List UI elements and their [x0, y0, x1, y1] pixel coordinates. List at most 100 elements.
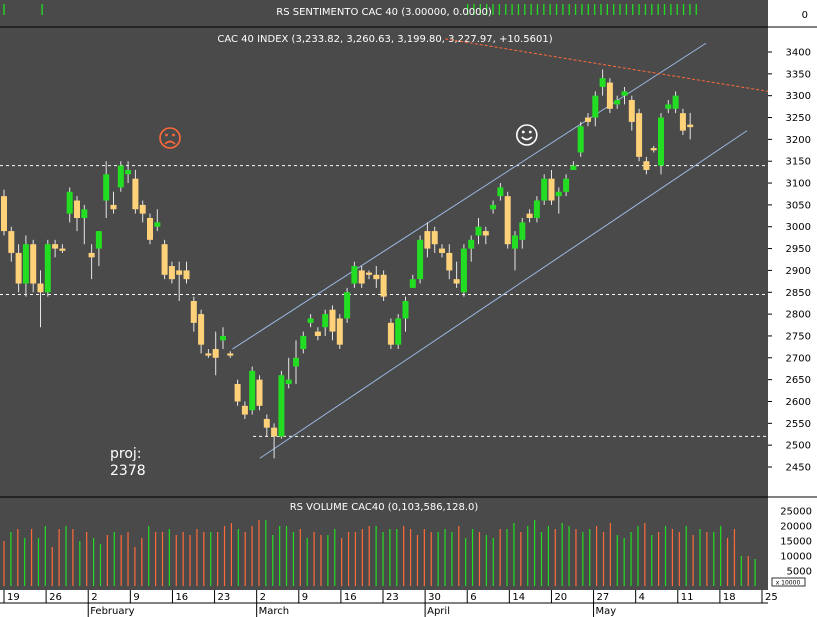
- candle: [168, 261, 175, 284]
- volume-scale-box: [771, 577, 806, 587]
- candle: [490, 200, 497, 214]
- candle-body: [628, 100, 635, 122]
- candle-body: [541, 178, 548, 201]
- price-tick-label: 2700: [786, 353, 811, 364]
- candle-body: [533, 200, 540, 218]
- x-tick-label: 2: [260, 592, 266, 603]
- proj-label: proj:: [110, 446, 142, 462]
- candle: [314, 327, 321, 341]
- candle: [665, 100, 672, 114]
- candle: [132, 169, 139, 214]
- candle: [81, 204, 88, 245]
- candle-body: [74, 200, 80, 218]
- candle-body: [44, 244, 51, 293]
- candle-body: [263, 418, 270, 428]
- volume-panel: RS VOLUME CAC40 (0,103,586,128.0) 5000 10…: [3, 502, 812, 587]
- volume-tick-label: 15000: [780, 537, 812, 548]
- candle-body: [154, 222, 161, 227]
- candle: [95, 231, 102, 267]
- candle-body: [468, 239, 475, 249]
- candle: [66, 187, 73, 223]
- price-tick-label: 2900: [786, 266, 811, 277]
- month-label: April: [427, 606, 450, 617]
- candle-body: [636, 113, 643, 157]
- candle: [329, 305, 336, 341]
- candle-body: [358, 270, 365, 284]
- x-tick-label: 23: [218, 592, 231, 603]
- candle: [1, 189, 7, 236]
- candle: [30, 239, 37, 293]
- candle: [249, 366, 256, 415]
- candle-body: [490, 204, 497, 210]
- candle-body: [220, 335, 226, 341]
- candle: [395, 314, 402, 350]
- candle-body: [687, 124, 694, 128]
- candle: [424, 222, 431, 258]
- candle: [234, 379, 241, 406]
- candle: [198, 309, 205, 354]
- candle-body: [205, 353, 212, 356]
- candle: [344, 287, 351, 323]
- candle-body: [95, 231, 102, 249]
- candle-body: [110, 204, 117, 210]
- candle-body: [256, 379, 263, 406]
- x-tick-label: 19: [7, 592, 20, 603]
- candle-body: [322, 314, 329, 328]
- x-tick-label: 23: [386, 592, 399, 603]
- candle-body: [161, 244, 168, 275]
- candle-body: [183, 270, 190, 280]
- month-label: May: [596, 606, 617, 617]
- x-tick-label: 9: [302, 592, 308, 603]
- candle: [636, 108, 643, 162]
- candle-body: [614, 100, 621, 105]
- candle-body: [66, 191, 73, 214]
- candle: [52, 239, 59, 258]
- candle: [475, 218, 482, 245]
- x-tick-label: 2: [91, 592, 97, 603]
- candle-body: [249, 370, 256, 411]
- candle-body: [227, 353, 234, 356]
- x-tick-label: 18: [723, 592, 736, 603]
- candle-body: [132, 178, 139, 210]
- candle: [431, 226, 438, 253]
- candle-body: [168, 266, 175, 280]
- candle: [227, 351, 234, 358]
- price-tick-label: 3400: [786, 48, 811, 59]
- x-tick-label: 20: [554, 592, 567, 603]
- candle: [417, 235, 424, 284]
- candle: [154, 209, 161, 232]
- candle: [278, 370, 285, 439]
- candle: [643, 156, 650, 175]
- candle-body: [198, 314, 205, 345]
- candle-body: [329, 309, 336, 332]
- candle-body: [37, 283, 44, 293]
- month-label: February: [90, 606, 134, 617]
- candle-body: [395, 318, 402, 345]
- candle-body: [672, 95, 679, 109]
- right-axis-background: [768, 0, 817, 617]
- candle: [439, 244, 445, 258]
- candle-body: [555, 191, 562, 197]
- candle: [37, 270, 44, 328]
- sentiment-panel-bg: [0, 0, 768, 26]
- x-day-labels: 19 26 2 9 16 23 2 9 16 23 30 6 14 20 27 4 11 18 25: [3, 590, 778, 603]
- candle: [176, 261, 183, 301]
- candle-body: [621, 91, 628, 96]
- candle: [482, 226, 489, 245]
- candle-body: [512, 235, 518, 249]
- candle: [380, 270, 387, 301]
- candle-body: [190, 301, 197, 323]
- x-tick-label: 16: [344, 592, 357, 603]
- candle-body: [373, 274, 380, 280]
- candle: [293, 340, 299, 384]
- candle-body: [577, 126, 584, 153]
- candle-body: [52, 244, 59, 249]
- price-tick-label: 2600: [786, 397, 811, 408]
- candle-body: [88, 252, 95, 258]
- candle: [628, 95, 635, 131]
- candle-body: [387, 322, 394, 345]
- candle-body: [307, 318, 314, 323]
- candle: [117, 161, 124, 192]
- x-month-labels: February March April May: [0, 602, 768, 617]
- candle-body: [1, 196, 7, 232]
